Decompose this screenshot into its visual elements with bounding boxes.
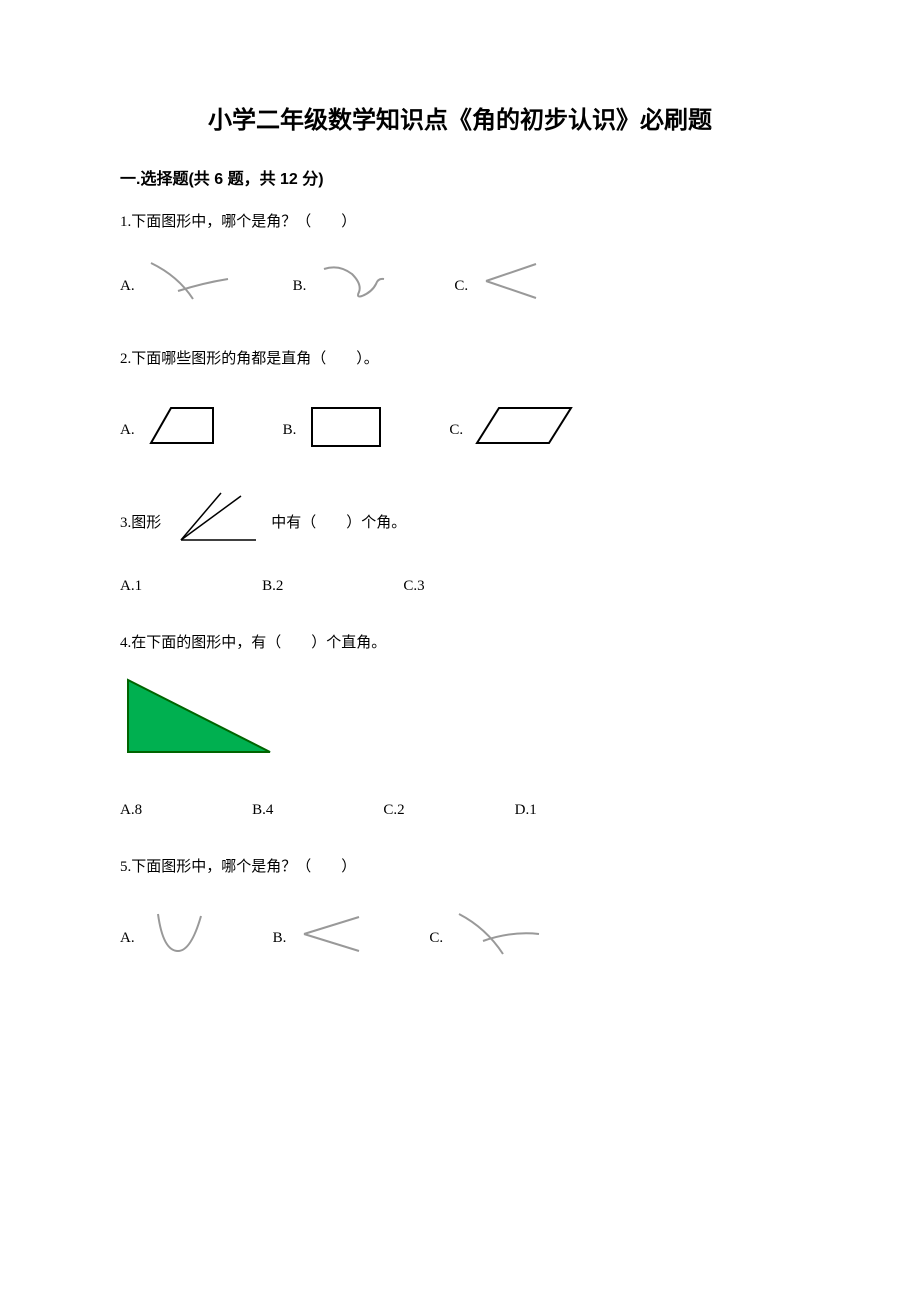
q5-option-b: B. <box>273 909 370 969</box>
q3-prefix: 3.图形 <box>120 510 161 537</box>
q2-a-trapezoid-icon <box>143 398 223 463</box>
q4-b: B.4 <box>252 797 273 824</box>
q2-options: A. B. C. <box>120 398 800 463</box>
q5-b-label: B. <box>273 925 287 952</box>
question-2: 2.下面哪些图形的角都是直角（ ）。 A. B. C. <box>120 346 800 463</box>
q1-option-a: A. <box>120 251 233 321</box>
q5-c-label: C. <box>429 925 443 952</box>
q2-option-a: A. <box>120 398 223 463</box>
q1-text: 1.下面图形中，哪个是角？（ ） <box>120 209 800 236</box>
q4-d: D.1 <box>515 797 537 824</box>
q4-triangle-icon <box>120 672 800 772</box>
q1-c-shape-icon <box>476 256 546 316</box>
q2-a-label: A. <box>120 417 135 444</box>
q5-option-c: C. <box>429 906 546 971</box>
q5-options: A. B. C. <box>120 906 800 971</box>
q3-suffix: 中有（ ）个角。 <box>271 510 406 537</box>
q3-options: A.1 B.2 C.3 <box>120 573 800 600</box>
q1-a-label: A. <box>120 273 135 300</box>
q1-options: A. B. C. <box>120 251 800 321</box>
q4-c: C.2 <box>383 797 404 824</box>
question-3: 3.图形 中有（ ）个角。 A.1 B.2 C.3 <box>120 488 800 600</box>
question-4: 4.在下面的图形中，有（ ）个直角。 A.8 B.4 C.2 D.1 <box>120 630 800 824</box>
q2-option-c: C. <box>449 398 581 463</box>
q2-b-rectangle-icon <box>304 398 389 463</box>
q4-a: A.8 <box>120 797 142 824</box>
question-5: 5.下面图形中，哪个是角？（ ） A. B. <box>120 854 800 971</box>
q1-b-shape-icon <box>314 254 394 319</box>
question-1: 1.下面图形中，哪个是角？（ ） A. B. <box>120 209 800 321</box>
q1-option-b: B. <box>293 254 395 319</box>
q2-c-label: C. <box>449 417 463 444</box>
q3-angle-figure-icon <box>171 488 261 558</box>
q2-b-label: B. <box>283 417 297 444</box>
section-header: 一.选择题(共 6 题，共 12 分) <box>120 165 800 189</box>
q2-c-rhombus-icon <box>471 398 581 463</box>
page-title: 小学二年级数学知识点《角的初步认识》必刷题 <box>120 100 800 135</box>
q3-c: C.3 <box>403 573 424 600</box>
q3-row: 3.图形 中有（ ）个角。 <box>120 488 800 558</box>
q5-b-shape-icon <box>294 909 369 969</box>
q3-a: A.1 <box>120 573 142 600</box>
q5-c-shape-icon <box>451 906 546 971</box>
q5-text: 5.下面图形中，哪个是角？（ ） <box>120 854 800 881</box>
q3-b: B.2 <box>262 573 283 600</box>
q5-a-label: A. <box>120 925 135 952</box>
q1-b-label: B. <box>293 273 307 300</box>
q4-options: A.8 B.4 C.2 D.1 <box>120 797 800 824</box>
q1-a-shape-icon <box>143 251 233 321</box>
q1-option-c: C. <box>454 256 546 316</box>
document-page: 小学二年级数学知识点《角的初步认识》必刷题 一.选择题(共 6 题，共 12 分… <box>0 0 920 1056</box>
q2-option-b: B. <box>283 398 390 463</box>
q2-text: 2.下面哪些图形的角都是直角（ ）。 <box>120 346 800 373</box>
q1-c-label: C. <box>454 273 468 300</box>
q5-a-shape-icon <box>143 906 213 971</box>
q4-text: 4.在下面的图形中，有（ ）个直角。 <box>120 630 800 657</box>
q5-option-a: A. <box>120 906 213 971</box>
